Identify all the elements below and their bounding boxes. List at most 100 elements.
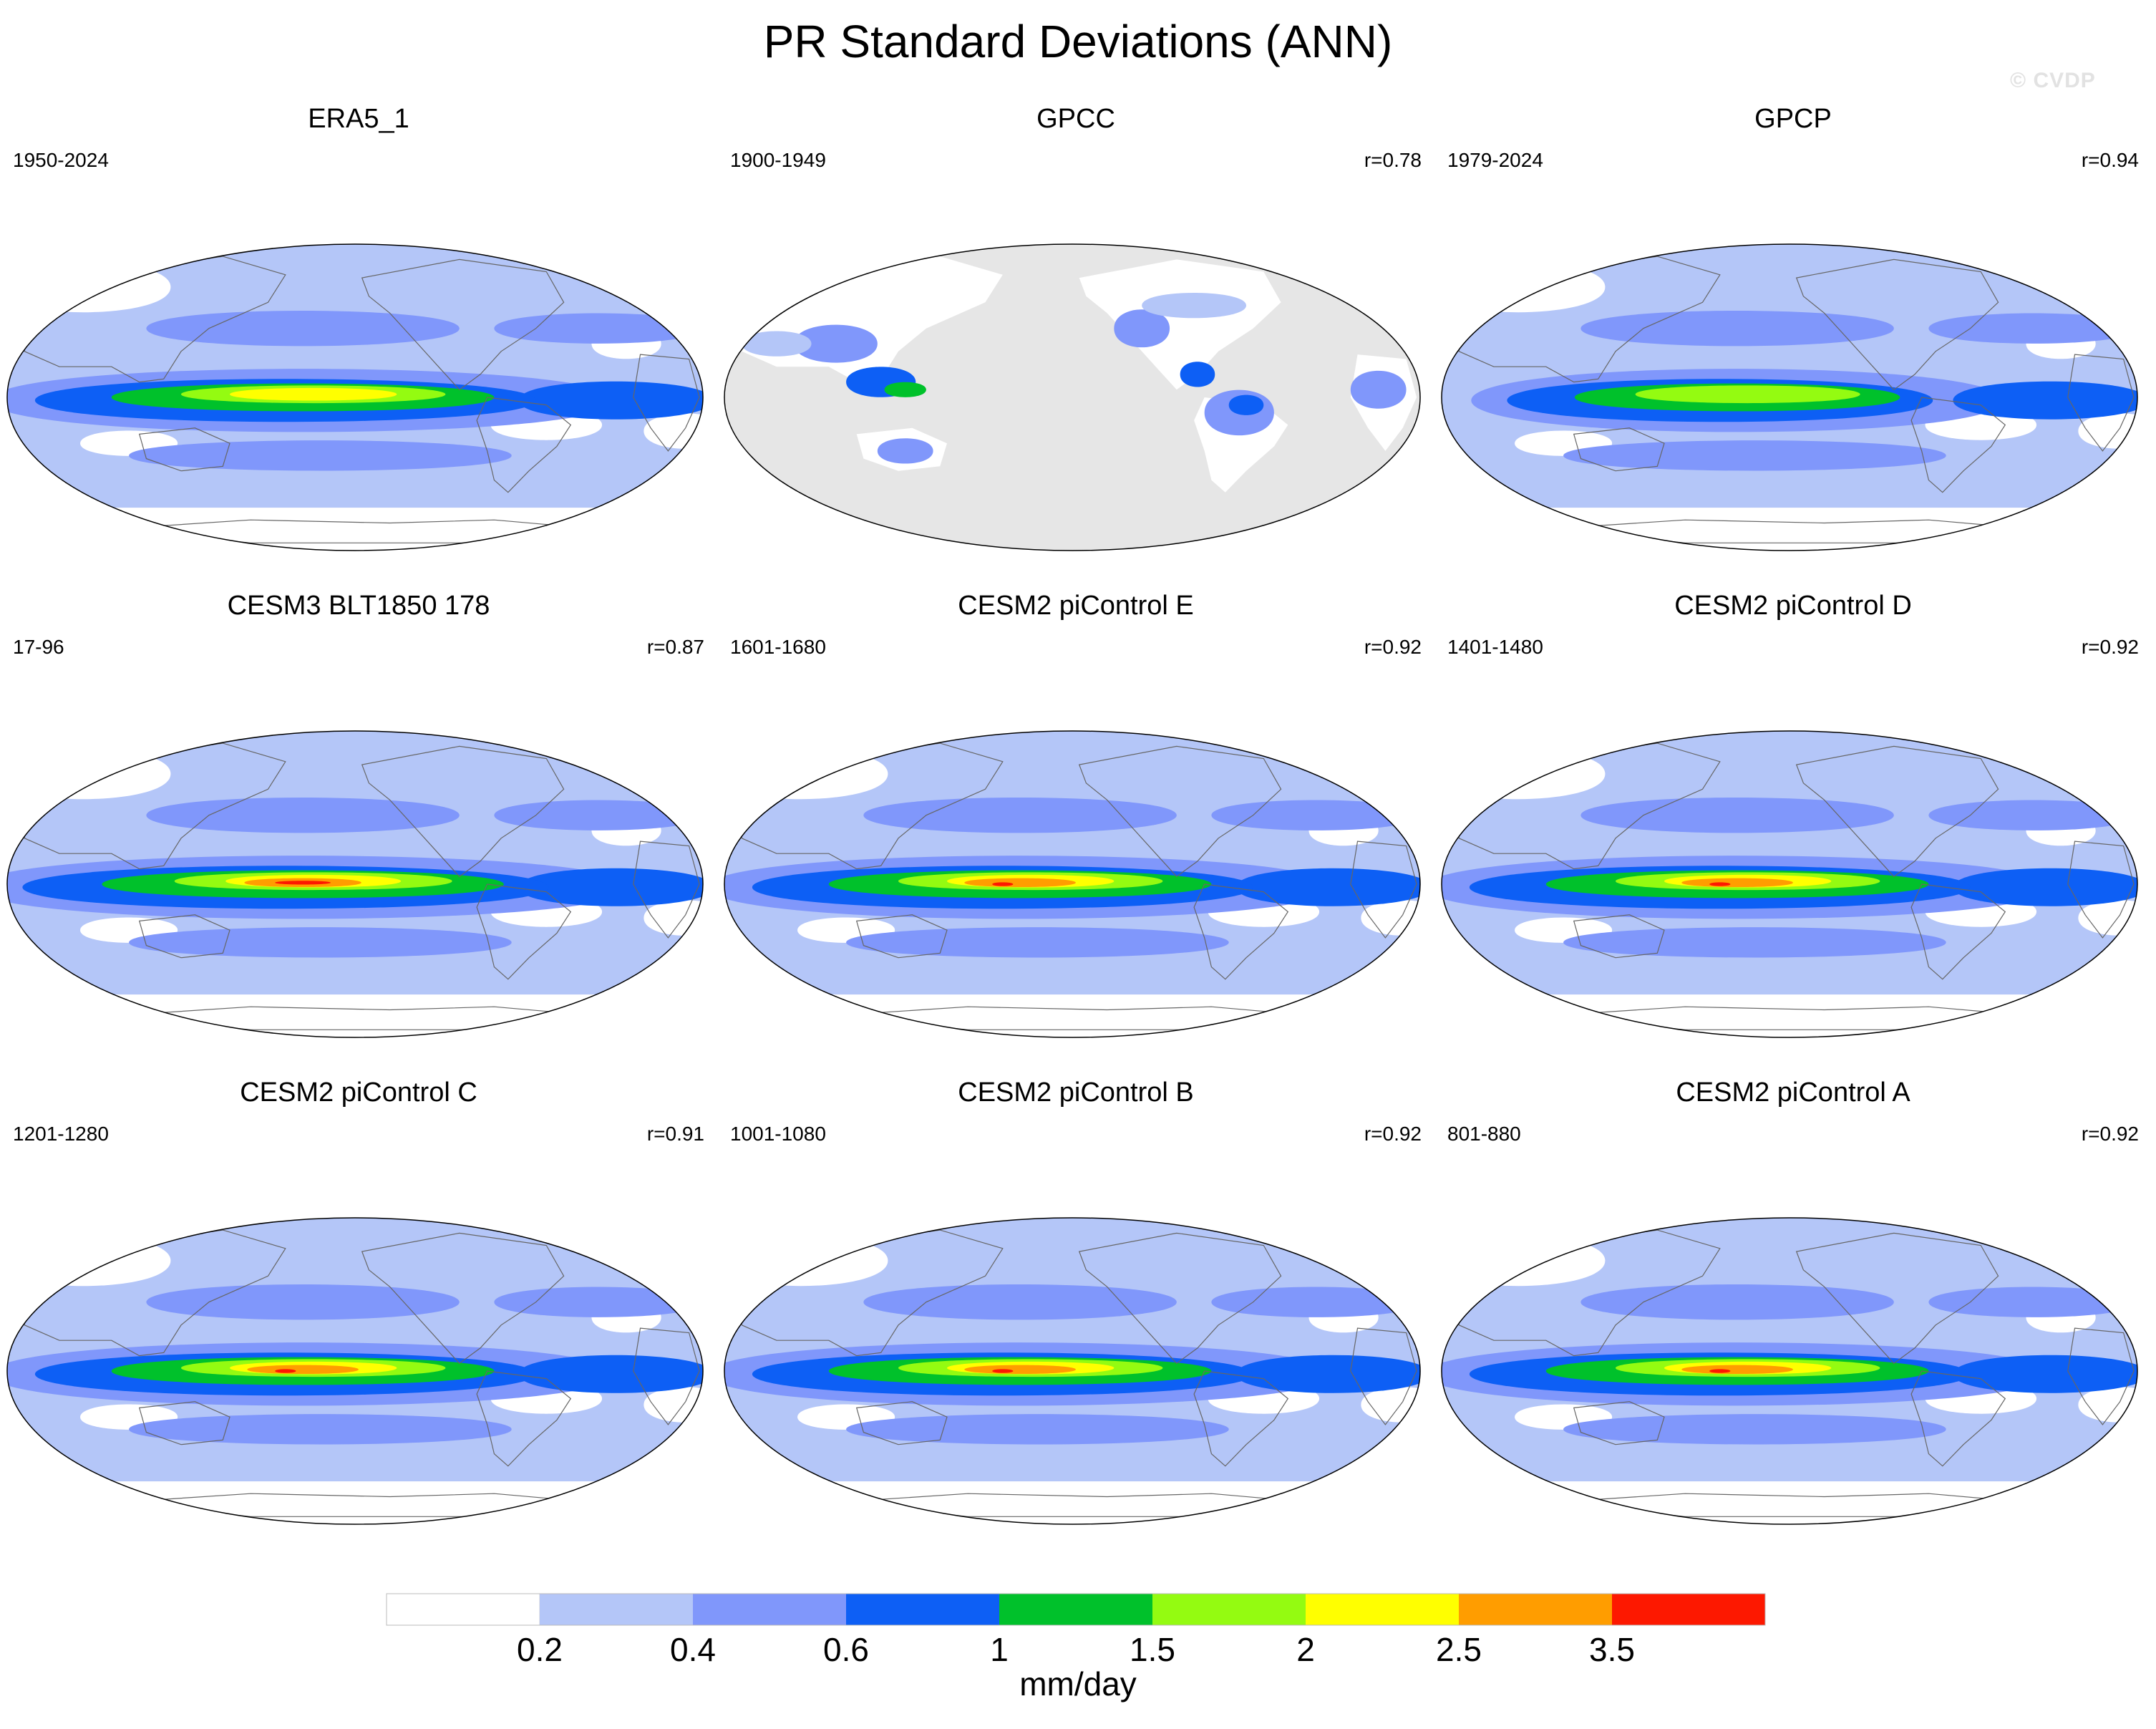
coastline bbox=[828, 1493, 1316, 1517]
coastline bbox=[633, 354, 700, 452]
coastline bbox=[361, 258, 565, 391]
storm-track bbox=[1928, 800, 2137, 830]
storm-track bbox=[1563, 1414, 1946, 1445]
map-border bbox=[1441, 243, 2138, 551]
colorbar-tick-label: 2 bbox=[1296, 1631, 1315, 1668]
coastline bbox=[1795, 745, 1999, 878]
panel-period: 1950-2024 bbox=[13, 149, 109, 171]
panel-title: CESM2 piControl A bbox=[1676, 1077, 1910, 1108]
coastline bbox=[741, 1229, 1004, 1357]
precip-contour bbox=[884, 382, 926, 397]
coastline bbox=[476, 883, 572, 980]
colorbar-swatch bbox=[1459, 1594, 1612, 1625]
map-field bbox=[724, 244, 1420, 551]
map-border bbox=[6, 243, 704, 551]
coastline bbox=[111, 1006, 599, 1030]
coastline bbox=[828, 1006, 1316, 1030]
map-border bbox=[724, 243, 1421, 551]
map-field bbox=[1442, 1218, 2137, 1524]
coastline bbox=[24, 256, 286, 383]
panel-correlation: r=0.92 bbox=[1364, 636, 1422, 658]
coastline bbox=[1795, 1232, 1999, 1365]
colorbar-tick-label: 1.5 bbox=[1130, 1631, 1175, 1668]
storm-track bbox=[1563, 927, 1946, 958]
map-panel: GPCC 1900-1949 r=0.78 bbox=[717, 100, 1434, 601]
panel-title: GPCC bbox=[1036, 104, 1115, 134]
coastline bbox=[1078, 745, 1282, 878]
coastline bbox=[1193, 883, 1289, 980]
colorbar-swatch bbox=[540, 1594, 693, 1625]
colorbar-frame bbox=[386, 1593, 1766, 1626]
coastline bbox=[2067, 354, 2135, 452]
dry-region bbox=[1442, 1235, 1606, 1287]
storm-track bbox=[1928, 313, 2137, 344]
coastline bbox=[1910, 397, 2006, 493]
storm-track bbox=[146, 1284, 460, 1320]
map-svg bbox=[6, 243, 704, 551]
storm-track bbox=[146, 310, 460, 347]
panel-period: 801-880 bbox=[1447, 1123, 1521, 1145]
dry-region bbox=[7, 748, 171, 800]
panel-correlation: r=0.91 bbox=[646, 1123, 704, 1145]
storm-track bbox=[129, 440, 512, 471]
storm-track bbox=[1928, 1287, 2137, 1317]
map-panel: GPCP 1979-2024 r=0.94 bbox=[1434, 100, 2152, 601]
colorbar-swatch bbox=[1306, 1594, 1459, 1625]
dry-region bbox=[2078, 413, 2137, 449]
precip-contour bbox=[1114, 309, 1170, 348]
storm-track bbox=[494, 313, 703, 344]
colorbar-swatch bbox=[846, 1594, 999, 1625]
storm-track bbox=[494, 1287, 703, 1317]
coastline bbox=[1910, 883, 2006, 980]
panel-period: 1601-1680 bbox=[730, 636, 826, 658]
dry-region bbox=[724, 1235, 888, 1287]
panel-period: 1900-1949 bbox=[730, 149, 826, 171]
coastline bbox=[855, 914, 948, 959]
panel-title: CESM2 piControl C bbox=[240, 1077, 477, 1108]
panel-title: ERA5_1 bbox=[308, 104, 409, 134]
map-panel: CESM2 piControl E 1601-1680 r=0.92 bbox=[717, 587, 1434, 1088]
tropical-max bbox=[275, 881, 331, 885]
storm-track bbox=[846, 927, 1229, 958]
panel-title: CESM2 piControl E bbox=[958, 591, 1194, 621]
colorbar-swatch bbox=[386, 1593, 540, 1626]
storm-track bbox=[494, 800, 703, 830]
panel-period: 1401-1480 bbox=[1447, 636, 1543, 658]
panel-title: CESM2 piControl D bbox=[1674, 591, 1912, 621]
atlantic-itcz bbox=[1953, 381, 2137, 420]
tropical-max bbox=[1709, 882, 1731, 886]
map-svg bbox=[6, 730, 704, 1038]
map-svg bbox=[724, 1217, 1421, 1525]
precip-contour bbox=[1228, 394, 1264, 415]
atlantic-itcz bbox=[518, 1355, 703, 1393]
dry-region bbox=[1361, 1387, 1420, 1423]
tropical-max bbox=[1709, 1369, 1731, 1373]
dry-region bbox=[2078, 1387, 2137, 1423]
storm-track bbox=[129, 927, 512, 958]
coastline bbox=[138, 914, 230, 959]
tropical-peak bbox=[964, 1365, 1076, 1375]
dry-region bbox=[1442, 261, 1606, 313]
coastline bbox=[138, 1401, 230, 1445]
panel-correlation: r=0.94 bbox=[2081, 149, 2139, 171]
dry-region bbox=[644, 413, 703, 449]
panel-title: CESM3 BLT1850 178 bbox=[227, 591, 490, 621]
colorbar-tick-label: 2.5 bbox=[1436, 1631, 1482, 1668]
atlantic-itcz bbox=[1235, 868, 1420, 906]
map-panel: CESM2 piControl A 801-880 r=0.92 bbox=[1434, 1074, 2152, 1575]
coastline bbox=[855, 1401, 948, 1445]
coastline bbox=[1078, 1232, 1282, 1365]
colorbar-units-label: mm/day bbox=[1019, 1665, 1137, 1703]
map-border bbox=[6, 1217, 704, 1525]
coastline bbox=[24, 742, 286, 870]
map-panel: CESM2 piControl B 1001-1080 r=0.92 bbox=[717, 1074, 1434, 1575]
colorbar-swatch bbox=[999, 1594, 1152, 1625]
coastline bbox=[1458, 1229, 1721, 1357]
panel-correlation: r=0.78 bbox=[1364, 149, 1422, 171]
dry-region bbox=[7, 1235, 171, 1287]
atlantic-itcz bbox=[518, 868, 703, 906]
coastline bbox=[741, 742, 1004, 870]
map-panel: CESM3 BLT1850 178 17-96 r=0.87 bbox=[0, 587, 717, 1088]
atlantic-itcz bbox=[1953, 1355, 2137, 1393]
coastline bbox=[2067, 1327, 2135, 1425]
